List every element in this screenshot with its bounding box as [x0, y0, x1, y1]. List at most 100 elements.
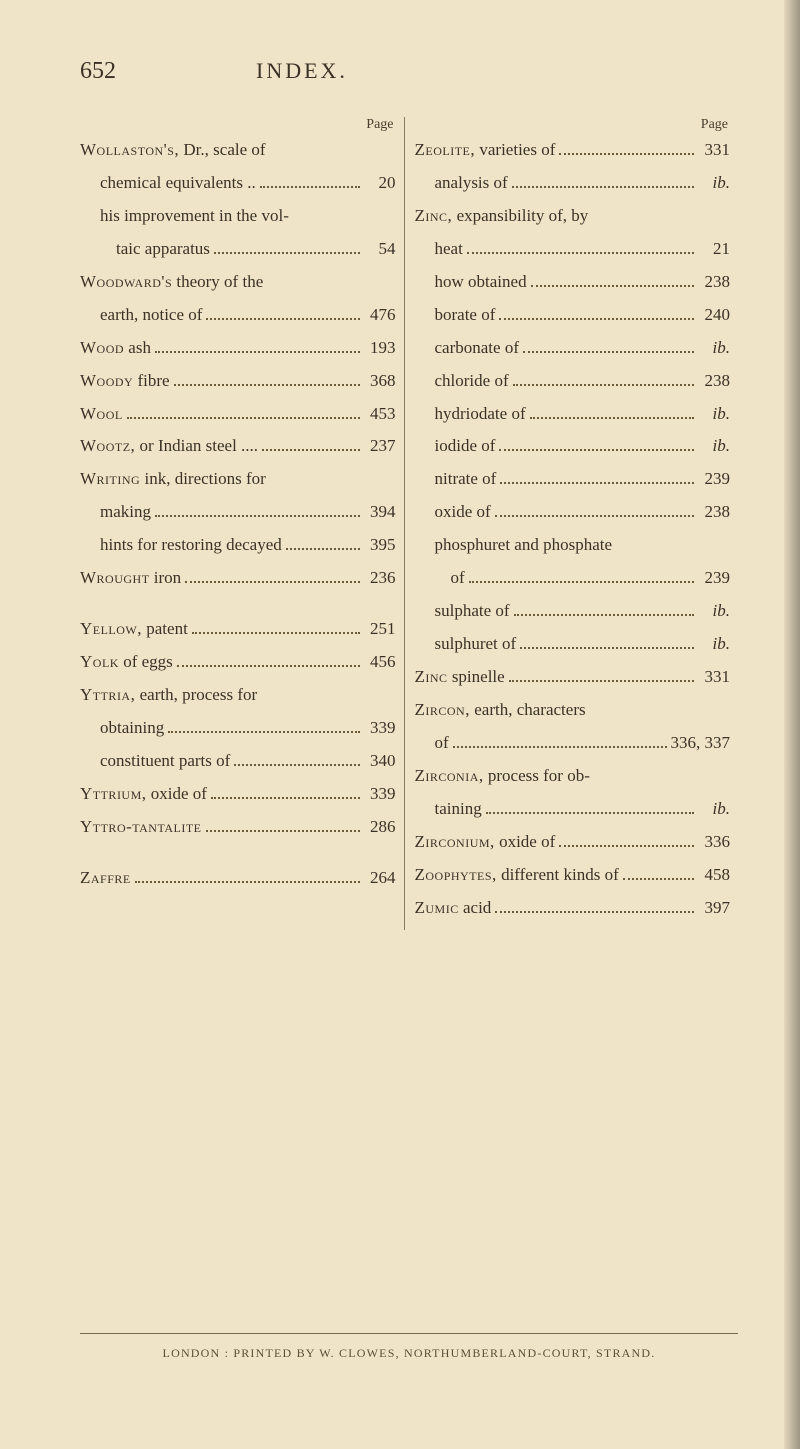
entry-text: Yttro-tantalite — [80, 816, 202, 839]
entry-text: Wrought iron — [80, 567, 181, 590]
index-entry: tainingib. — [415, 798, 731, 821]
right-entries: Zeolite, varieties of331 analysis of ib. Zi… — [415, 139, 731, 920]
right-col-header: Page — [415, 117, 731, 133]
page-ref: 286 — [364, 816, 396, 839]
index-entry: Zirconium, oxide of 336 — [415, 831, 731, 854]
index-entry: nitrate of239 — [415, 468, 731, 491]
index-columns: Page Wollaston's, Dr., scale of chemical … — [80, 117, 730, 930]
page-ref: ib. — [698, 633, 730, 656]
leader-dots — [135, 881, 360, 883]
page-ref: 336 — [698, 831, 730, 854]
leader-dots — [174, 384, 360, 386]
entry-spacer — [80, 600, 396, 618]
entry-text: earth, notice of — [100, 304, 202, 327]
index-entry: of239 — [415, 567, 731, 590]
index-entry: Zinc, expansibility of, by — [415, 205, 731, 228]
index-entry: Wootz, or Indian steel ....237 — [80, 435, 396, 458]
entry-spacer — [80, 849, 396, 867]
index-entry: Woody fibre368 — [80, 370, 396, 393]
leader-dots — [512, 186, 694, 188]
leader-dots — [499, 318, 694, 320]
entry-text: Zircon, earth, characters — [415, 699, 586, 722]
entry-text: Wollaston's, Dr., scale of — [80, 139, 266, 162]
leader-dots — [155, 515, 360, 517]
index-entry: how obtained238 — [415, 271, 731, 294]
index-entry: Wrought iron236 — [80, 567, 396, 590]
leader-dots — [286, 548, 360, 550]
index-entry: Zirconia, process for ob- — [415, 765, 731, 788]
page-ref: 239 — [698, 567, 730, 590]
entry-text: Yellow, patent — [80, 618, 188, 641]
index-entry: Zumic acid397 — [415, 897, 731, 920]
index-entry: Zeolite, varieties of331 — [415, 139, 731, 162]
page-ref: ib. — [698, 798, 730, 821]
index-entry: chloride of 238 — [415, 370, 731, 393]
page-ref: 340 — [364, 750, 396, 773]
page: 652 INDEX. Page Wollaston's, Dr., scale … — [0, 0, 800, 1449]
index-entry: oxide of238 — [415, 501, 731, 524]
index-entry: heat 21 — [415, 238, 731, 261]
index-entry: making 394 — [80, 501, 396, 524]
index-entry: Woodward's theory of the — [80, 271, 396, 294]
index-entry: Zoophytes, different kinds of458 — [415, 864, 731, 887]
index-entry: Wood ash193 — [80, 337, 396, 360]
page-ref: 54 — [364, 238, 396, 261]
leader-dots — [495, 911, 694, 913]
entry-text: heat — [435, 238, 463, 261]
entry-text: Zaffre — [80, 867, 131, 890]
index-entry: phosphuret and phosphate — [415, 534, 731, 557]
entry-text: taic apparatus — [116, 238, 210, 261]
index-entry: Yellow, patent 251 — [80, 618, 396, 641]
leader-dots — [234, 764, 359, 766]
page-ref: ib. — [698, 403, 730, 426]
entry-text: sulphate of — [435, 600, 510, 623]
page-ref: 251 — [364, 618, 396, 641]
page-ref: 453 — [364, 403, 396, 426]
entry-text: Wood ash — [80, 337, 151, 360]
entry-text: Yttrium, oxide of — [80, 783, 207, 806]
entry-text: Wool — [80, 403, 123, 426]
index-entry: Zircon, earth, characters — [415, 699, 731, 722]
leader-dots — [206, 318, 359, 320]
footer-rule — [80, 1333, 738, 1335]
entry-text: making — [100, 501, 151, 524]
page-ref: 456 — [364, 651, 396, 674]
left-column: Page Wollaston's, Dr., scale ofchemical … — [80, 117, 404, 930]
leader-dots — [185, 581, 359, 583]
entry-text: hints for restoring decayed — [100, 534, 282, 557]
entry-text: Woodward's theory of the — [80, 271, 263, 294]
entry-text: Zirconium, oxide of — [415, 831, 556, 854]
entry-text: how obtained — [435, 271, 527, 294]
entry-text: chemical equivalents .. — [100, 172, 256, 195]
index-entry: Wool 453 — [80, 403, 396, 426]
entry-text: analysis of — [435, 172, 508, 195]
leader-dots — [469, 581, 694, 583]
leader-dots — [168, 731, 359, 733]
page-ref: 394 — [364, 501, 396, 524]
index-entry: sulphate ofib. — [415, 600, 731, 623]
page-ref: 339 — [364, 783, 396, 806]
page-header: 652 INDEX. — [80, 58, 730, 85]
index-entry: Zaffre264 — [80, 867, 396, 890]
page-ref: 331 — [698, 139, 730, 162]
leader-dots — [214, 252, 360, 254]
entry-text: constituent parts of — [100, 750, 230, 773]
leader-dots — [192, 632, 360, 634]
leader-dots — [513, 384, 694, 386]
leader-dots — [206, 830, 360, 832]
index-entry: Yolk of eggs 456 — [80, 651, 396, 674]
entry-text: chloride of — [435, 370, 509, 393]
index-entry: sulphuret of ib. — [415, 633, 731, 656]
index-entry: his improvement in the vol- — [80, 205, 396, 228]
page-ref: 20 — [364, 172, 396, 195]
page-ref: 21 — [698, 238, 730, 261]
entry-text: Yolk of eggs — [80, 651, 173, 674]
entry-text: sulphuret of — [435, 633, 517, 656]
page-ref: ib. — [698, 172, 730, 195]
entry-text: obtaining — [100, 717, 164, 740]
page-ref: 395 — [364, 534, 396, 557]
entry-text: phosphuret and phosphate — [435, 534, 613, 557]
index-entry: Yttro-tantalite 286 — [80, 816, 396, 839]
page-ref: 238 — [698, 370, 730, 393]
index-entry: hints for restoring decayed 395 — [80, 534, 396, 557]
